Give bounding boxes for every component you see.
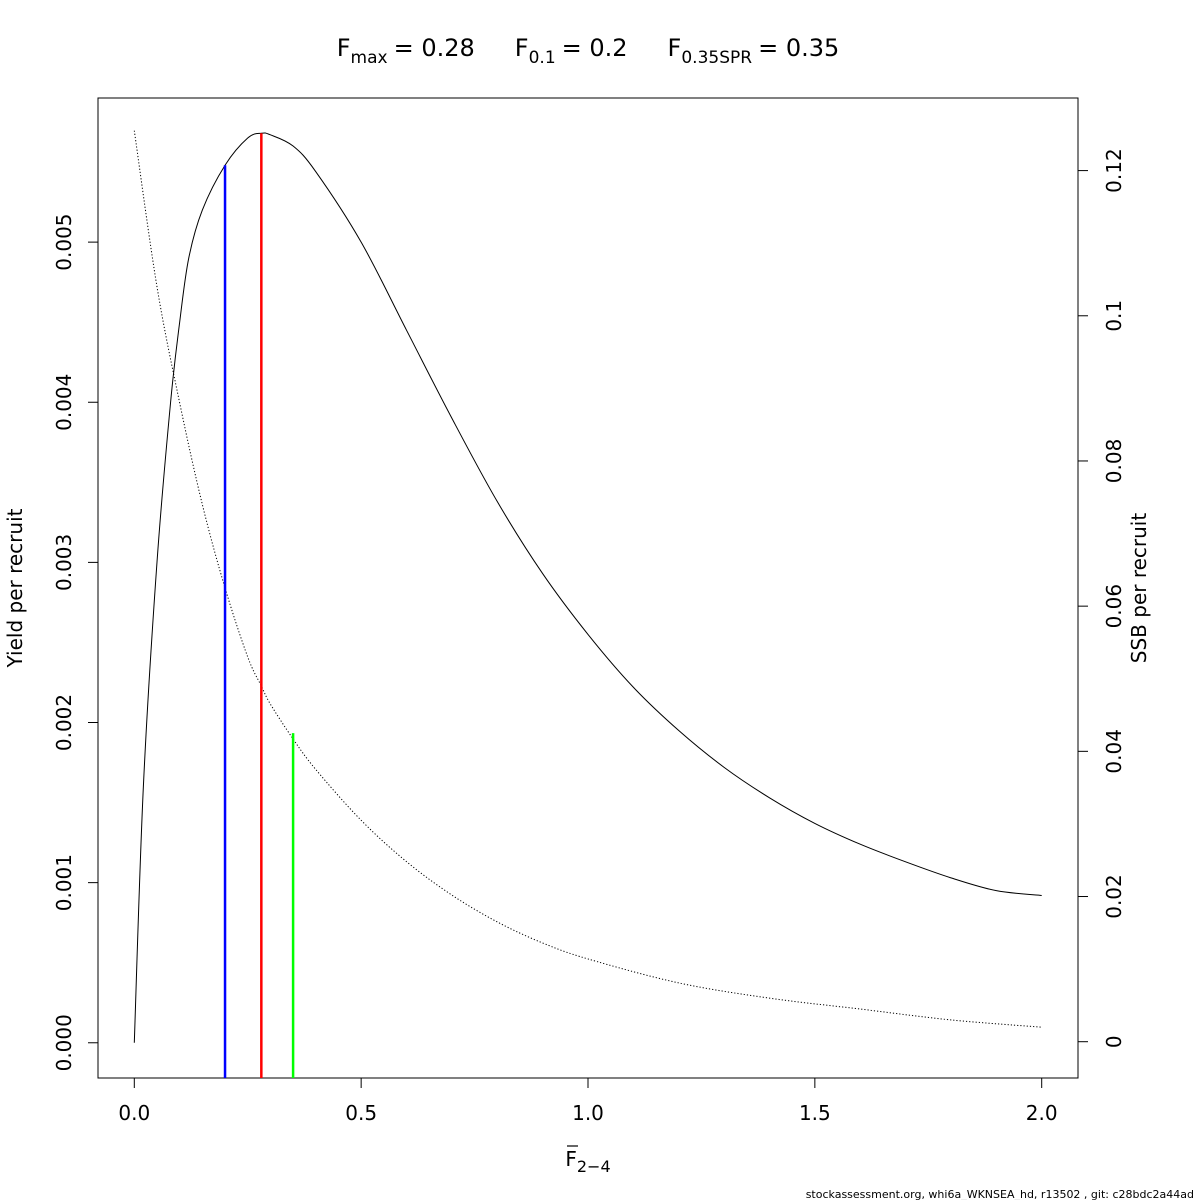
footer-note: stockassessment.org, whi6a_WKNSEA_hd, r1… [806, 1188, 1194, 1200]
y-right-tick-label: 0.02 [1102, 874, 1126, 919]
title-fmax-value: = 0.28 [394, 34, 475, 62]
reference-lines [223, 133, 295, 1078]
x-axis: 0.0 0.5 1.0 1.5 2.0 [118, 1077, 1058, 1125]
y-axis-left-label: Yield per recruit [3, 508, 27, 668]
y-left-tick-label: 0.004 [52, 374, 76, 431]
y-axis-left: 0.000 0.001 0.002 0.003 0.004 0.005 [52, 213, 99, 1071]
title-f01-value: = 0.2 [562, 34, 628, 62]
x-tick-label: 1.5 [799, 1101, 831, 1125]
y-left-tick-label: 0.002 [52, 694, 76, 751]
ssb-per-recruit-line [133, 130, 1042, 1028]
title-fmax-label: F [337, 34, 351, 62]
yield-per-recruit-line [133, 132, 1042, 1043]
x-axis-label-main: F [565, 1147, 577, 1171]
y-right-tick-label: 0.1 [1102, 300, 1126, 332]
y-left-tick-label: 0.005 [52, 213, 76, 270]
series-layer [133, 130, 1042, 1043]
y-axis-right-label: SSB per recruit [1127, 513, 1151, 664]
x-axis-label-sub: 2−4 [577, 1157, 611, 1176]
y-right-tick-label: 0 [1102, 1035, 1126, 1048]
x-tick-label: 0.5 [345, 1101, 377, 1125]
y-right-tick-label: 0.06 [1102, 584, 1126, 629]
y-left-tick-label: 0.003 [52, 534, 76, 591]
y-left-tick-label: 0.000 [52, 1014, 76, 1071]
title-f01-sub: 0.1 [529, 48, 556, 68]
title-f035spr-label: F [668, 34, 682, 62]
plot-frame [97, 97, 1079, 1079]
x-tick-label: 0.0 [118, 1101, 150, 1125]
x-tick-label: 2.0 [1026, 1101, 1058, 1125]
title-fmax-sub: max [351, 48, 388, 68]
title-f035spr-value: = 0.35 [758, 34, 839, 62]
y-axis-right: 0 0.02 0.04 0.06 0.08 0.1 0.12 [1077, 148, 1126, 1048]
y-right-tick-label: 0.08 [1102, 439, 1126, 484]
x-axis-label: F2−4 [565, 1147, 610, 1176]
x-tick-label: 1.0 [572, 1101, 604, 1125]
y-left-tick-label: 0.001 [52, 854, 76, 911]
title-f035spr-sub: 0.35SPR [681, 48, 752, 68]
title-f01-label: F [515, 34, 529, 62]
y-right-tick-label: 0.04 [1102, 729, 1126, 774]
chart-title: Fmax = 0.28 F0.1 = 0.2 F0.35SPR = 0.35 [337, 34, 840, 68]
y-right-tick-label: 0.12 [1102, 148, 1126, 193]
